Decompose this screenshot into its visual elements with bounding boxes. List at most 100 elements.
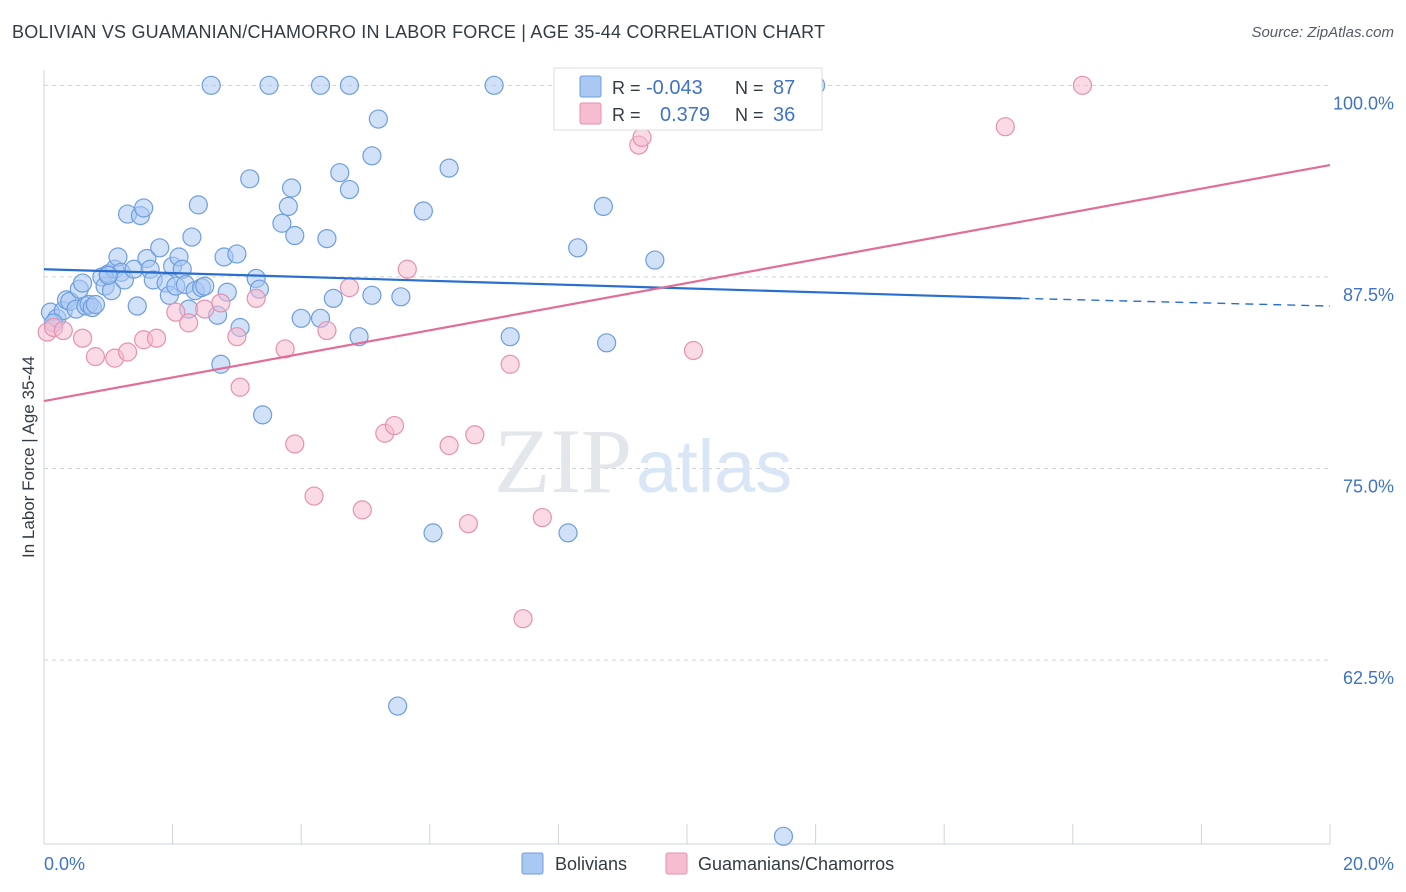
watermark: ZIP atlas xyxy=(494,410,792,512)
trend-lines xyxy=(43,163,1331,403)
data-point xyxy=(645,250,665,270)
data-point xyxy=(201,75,221,95)
x-tick-label-max: 20.0% xyxy=(1343,854,1394,874)
y-tick-labels: 100.0% 87.5% 75.0% 62.5% xyxy=(1333,93,1394,688)
data-point xyxy=(439,435,459,456)
data-point xyxy=(397,259,417,279)
data-point xyxy=(532,507,552,528)
data-point xyxy=(240,169,260,189)
data-point xyxy=(330,163,350,183)
data-point xyxy=(285,225,305,246)
bottom-legend-label-bolivians: Bolivians xyxy=(555,854,627,874)
data-point xyxy=(72,328,93,348)
data-point xyxy=(339,179,360,200)
bolivians-points xyxy=(40,75,826,846)
trend-line-bolivians xyxy=(43,268,1022,300)
data-point xyxy=(246,288,266,308)
source-label: Source: ZipAtlas.com xyxy=(1251,24,1394,41)
data-point xyxy=(281,178,302,198)
data-point xyxy=(230,377,250,397)
data-point xyxy=(188,195,208,215)
legend-r-value-1: -0.043 xyxy=(646,77,703,99)
data-point xyxy=(465,425,485,445)
data-point xyxy=(458,514,478,534)
data-point xyxy=(227,244,247,264)
y-tick-label: 87.5% xyxy=(1343,285,1394,305)
data-point xyxy=(558,523,578,543)
data-point xyxy=(593,196,614,217)
x-tick-label-min: 0.0% xyxy=(44,854,85,874)
data-point xyxy=(484,75,504,95)
trend-line-guamanians xyxy=(43,163,1331,403)
data-point xyxy=(146,328,167,348)
bottom-legend: Bolivians Guamanians/Chamorros xyxy=(521,852,894,875)
data-point xyxy=(362,146,382,166)
data-point xyxy=(278,196,298,217)
data-point xyxy=(304,486,324,506)
data-point xyxy=(275,339,295,359)
data-point xyxy=(127,296,147,316)
data-point xyxy=(349,327,369,347)
y-tick-label: 62.5% xyxy=(1343,668,1394,688)
data-point xyxy=(211,293,231,313)
data-point xyxy=(323,288,343,308)
data-point xyxy=(632,127,652,148)
data-point xyxy=(195,299,215,319)
bottom-legend-swatch-bolivians xyxy=(521,852,544,875)
data-point xyxy=(98,265,118,285)
data-point xyxy=(53,320,73,341)
data-point xyxy=(513,609,533,629)
y-tick-label: 100.0% xyxy=(1333,93,1394,113)
data-point xyxy=(352,500,372,520)
data-point xyxy=(773,826,794,846)
data-point xyxy=(500,327,520,347)
data-point xyxy=(439,158,459,178)
data-point xyxy=(317,320,337,341)
data-point xyxy=(85,347,106,367)
data-point xyxy=(391,287,411,307)
x-tick-marks xyxy=(43,824,1331,844)
data-point xyxy=(291,308,311,328)
legend-swatch-bolivians xyxy=(579,75,602,98)
data-point xyxy=(568,238,588,258)
top-legend: R = -0.043 N = 87 R = 0.379 N = 36 xyxy=(553,67,823,131)
data-point xyxy=(182,227,202,247)
data-point xyxy=(500,354,520,374)
legend-swatch-guamanians xyxy=(579,102,602,125)
trend-line-bolivians-extension xyxy=(1021,297,1331,307)
data-point xyxy=(362,285,382,305)
watermark-zip: ZIP xyxy=(494,410,632,512)
data-point xyxy=(179,313,199,333)
data-point xyxy=(597,333,617,353)
legend-n-label-1: N = xyxy=(735,78,764,98)
y-axis-title: In Labor Force | Age 35-44 xyxy=(19,356,38,558)
y-tick-label: 75.0% xyxy=(1343,476,1394,496)
data-point xyxy=(339,75,360,95)
data-point xyxy=(253,405,273,425)
data-point xyxy=(683,340,704,361)
bottom-legend-label-guamanians: Guamanians/Chamorros xyxy=(698,854,894,874)
data-point xyxy=(134,198,154,218)
guamanians-points xyxy=(37,75,1093,629)
legend-n-value-1: 87 xyxy=(773,77,795,99)
data-point xyxy=(317,228,337,249)
data-point xyxy=(285,434,305,454)
watermark-atlas: atlas xyxy=(636,425,792,508)
data-point xyxy=(995,117,1015,137)
data-point xyxy=(384,415,405,436)
legend-n-label-2: N = xyxy=(735,105,764,125)
data-point xyxy=(413,201,433,221)
legend-r-label-2: R = xyxy=(612,105,641,125)
data-point xyxy=(1072,75,1093,95)
legend-r-value-2: 0.379 xyxy=(660,104,710,126)
data-point xyxy=(272,213,292,233)
chart-title: BOLIVIAN VS GUAMANIAN/CHAMORRO IN LABOR … xyxy=(12,22,826,42)
data-point xyxy=(423,523,443,543)
data-point xyxy=(339,278,360,298)
legend-r-label-1: R = xyxy=(612,78,641,98)
bottom-legend-swatch-guamanians xyxy=(665,852,688,875)
data-point xyxy=(227,327,247,347)
legend-n-value-2: 36 xyxy=(773,104,795,126)
data-point xyxy=(368,109,388,129)
